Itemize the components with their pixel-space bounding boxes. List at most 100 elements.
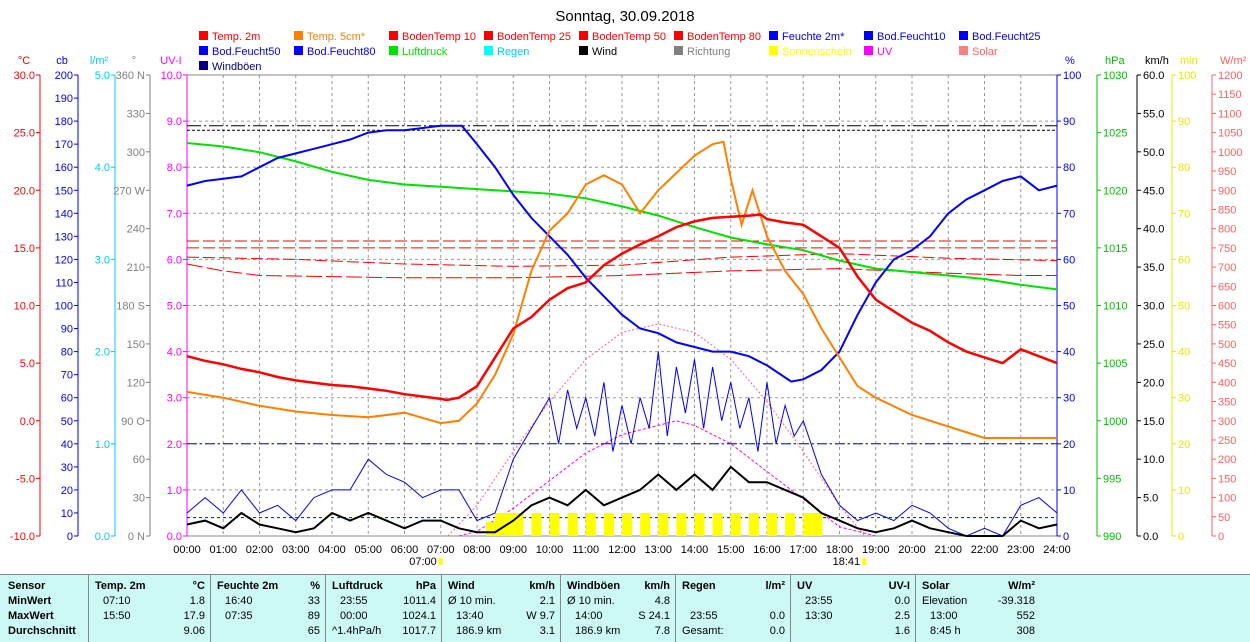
axis-tick-label: 30 [1063, 393, 1075, 405]
sunshine-bar [658, 512, 669, 536]
axis-tick-label: 1030 [1103, 70, 1127, 82]
sunshine-bar [622, 512, 633, 536]
axis-tick-label: 2.0 [95, 347, 110, 359]
axis-tick-label: -5.0 [16, 473, 35, 485]
axis-tick-label: 60 [133, 454, 145, 466]
axis-tick-label: 60 [61, 393, 73, 405]
axis-tick-label: 300 [1218, 416, 1236, 428]
legend-swatch [769, 46, 778, 55]
x-tick-label: 13:00 [644, 544, 672, 556]
table-cell: 16:40 [225, 595, 253, 607]
axis-tick-label: 1015 [1103, 243, 1127, 255]
axis-tick-label: 5.0 [20, 358, 35, 370]
table-cell: 07:35 [225, 610, 253, 622]
table-value: 0.0 [769, 610, 785, 622]
axis-tick-label: 10 [1178, 485, 1190, 497]
x-tick-label: 23:00 [1007, 544, 1035, 556]
x-tick-label: 19:00 [862, 544, 890, 556]
axis-tick-label: 270 W [113, 185, 145, 197]
axis-tick-label: 360 N [116, 70, 145, 82]
axis-tick-label: 110 [55, 277, 73, 289]
sunshine-bar [803, 512, 814, 536]
axis-tick-label: 0.0 [95, 531, 110, 543]
sunshine-bar [495, 512, 506, 536]
series-windb-en [186, 351, 1058, 537]
column-header: Regen [682, 580, 716, 592]
x-tick-label: 12:00 [608, 544, 636, 556]
legend-label: BodenTemp 25 [497, 31, 571, 43]
axis-tick-label: 120 [55, 254, 73, 266]
legend-swatch [674, 46, 683, 55]
legend-label: Bod.Feucht10 [877, 31, 946, 43]
axis-tick-label: 55.0 [1143, 108, 1164, 120]
column-header: Wind [448, 580, 475, 592]
table-value: 1011.4 [403, 595, 436, 607]
axis-tick-label: 1100 [1218, 108, 1242, 120]
x-tick-label: 17:00 [789, 544, 817, 556]
table-value: 33 [307, 595, 320, 607]
axis-tick-label: 0.0 [1143, 531, 1158, 543]
legend-swatch [959, 46, 968, 55]
x-tick-label: 07:00 [427, 544, 455, 556]
table-value: 7.8 [654, 625, 670, 637]
axis-tick-label: 50 [1178, 301, 1190, 313]
table-cell: 8:45 h [930, 625, 961, 637]
axis-unit-rain: l/m² [90, 55, 109, 67]
table-value: 1.8 [189, 595, 205, 607]
column-unit: l/m² [765, 580, 785, 592]
column-header: UV [797, 580, 813, 592]
axis-tick-label: 1200 [1218, 70, 1242, 82]
column-header: Feuchte 2m [217, 580, 279, 592]
legend-label: Windböen [212, 61, 262, 73]
axis-tick-label: 20 [1178, 439, 1190, 451]
legend-swatch [484, 46, 493, 55]
axis-tick-label: 1.0 [167, 485, 182, 497]
legend-swatch [674, 31, 683, 40]
axis-tick-label: 450 [1218, 358, 1236, 370]
sunshine-bar [504, 512, 515, 536]
axis-tick-label: 170 [55, 139, 73, 151]
legend-label: BodenTemp 80 [687, 31, 761, 43]
axis-tick-label: 100 [1178, 70, 1196, 82]
axis-tick-label: 250 [1218, 435, 1236, 447]
x-tick-label: 04:00 [318, 544, 346, 556]
legend-swatch [389, 46, 398, 55]
axis-tick-label: 30.0 [1143, 301, 1164, 313]
sunshine-bar [640, 512, 651, 536]
table-cell: ^1.4hPa/h [332, 625, 382, 637]
axis-tick-label: 4.0 [167, 347, 182, 359]
axis-tick-label: 1005 [1103, 358, 1127, 370]
axis-tick-label: 25.0 [1143, 339, 1164, 351]
x-tick-label: 21:00 [934, 544, 962, 556]
sun-time-label: 07:00 [409, 556, 437, 568]
axis-tick-label: 9.0 [167, 116, 182, 128]
axis-tick-label: 70 [61, 370, 73, 382]
table-value: 1.6 [894, 625, 910, 637]
axis-tick-label: 150 [55, 185, 73, 197]
axis-tick-label: 1000 [1218, 147, 1242, 159]
axis-tick-label: 80 [1063, 162, 1075, 174]
series-temp-5cm- [186, 140, 1057, 439]
axis-tick-label: 200 [1218, 454, 1236, 466]
axis-tick-label: 600 [1218, 301, 1236, 313]
table-cell [797, 624, 862, 639]
table-cell: 14:00 [575, 610, 603, 622]
axis-tick-label: 300 [127, 147, 145, 159]
table-cell: 13:30 [805, 610, 833, 622]
axis-tick-label: 3.0 [167, 393, 182, 405]
table-value: 2.5 [894, 610, 910, 622]
table-cell: Elevation [922, 595, 968, 607]
axis-tick-label: 90 O [121, 416, 145, 428]
axis-tick-label: 100 [1063, 70, 1081, 82]
table-group-regen: Regen l/m² 23:55 0.0 Gesamt: 0.0 [675, 575, 791, 642]
sun-marker [862, 558, 867, 565]
legend-swatch [959, 31, 968, 40]
axis-tick-label: 210 [127, 262, 145, 274]
legend-swatch [484, 31, 493, 40]
axis-tick-label: 200 [55, 70, 73, 82]
sunshine-bar [603, 512, 614, 536]
axis-tick-label: 50 [1063, 301, 1075, 313]
chart-title: Sonntag, 30.09.2018 [555, 8, 694, 25]
series-wind [186, 465, 1058, 537]
axis-tick-label: 240 [127, 224, 145, 236]
